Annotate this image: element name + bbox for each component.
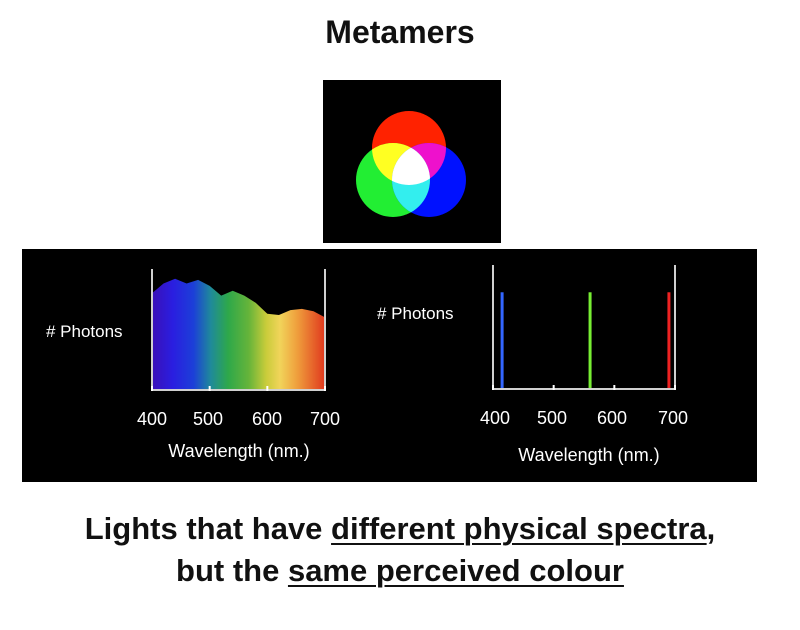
spectral-line-415	[500, 292, 504, 389]
caption-line-1: Lights that have different physical spec…	[0, 508, 800, 550]
caption-line-1-prefix: Lights that have	[84, 511, 332, 546]
right-y-axis-label: # Photons	[377, 304, 454, 323]
right-tick-label-700: 700	[658, 408, 688, 428]
page-title: Metamers	[325, 14, 475, 50]
left-x-ticks	[151, 386, 326, 391]
spectral-line-560	[588, 292, 592, 389]
right-tick-label-500: 500	[537, 408, 567, 428]
spectra-svg: # Photons 400 500 600 700 Wavelength (nm…	[46, 265, 688, 465]
right-x-axis-label: Wavelength (nm.)	[518, 445, 659, 465]
line-spectrum-chart: # Photons 400 500 600 700 Wavelength (nm…	[377, 265, 688, 465]
spectral-lines	[500, 292, 671, 389]
caption-line-2: but the same perceived colour	[0, 550, 800, 592]
right-x-ticks	[492, 385, 676, 390]
left-x-axis-label: Wavelength (nm.)	[168, 441, 309, 461]
right-tick-label-400: 400	[480, 408, 510, 428]
left-tick-label-400: 400	[137, 409, 167, 429]
left-ylabel-mask	[134, 319, 151, 343]
venn-svg	[356, 111, 466, 217]
color-venn-diagram	[323, 80, 501, 243]
left-y-axis-label: # Photons	[46, 322, 123, 341]
left-tick-label-700: 700	[310, 409, 340, 429]
right-tick-label-600: 600	[597, 408, 627, 428]
continuous-spectrum-chart: # Photons 400 500 600 700 Wavelength (nm…	[46, 269, 340, 461]
caption-line-2-prefix: but the	[176, 553, 288, 588]
spectral-line-690	[667, 292, 671, 389]
caption: Lights that have different physical spec…	[0, 508, 800, 592]
caption-line-1-suffix: ,	[706, 511, 716, 546]
continuous-spectrum-area	[152, 278, 325, 390]
left-tick-label-500: 500	[193, 409, 223, 429]
caption-underlined-phrase-1: different physical spectra	[331, 511, 707, 546]
caption-underlined-phrase-2: same perceived colour	[287, 553, 624, 588]
left-tick-label-600: 600	[252, 409, 282, 429]
spectra-panel: # Photons 400 500 600 700 Wavelength (nm…	[22, 249, 757, 482]
